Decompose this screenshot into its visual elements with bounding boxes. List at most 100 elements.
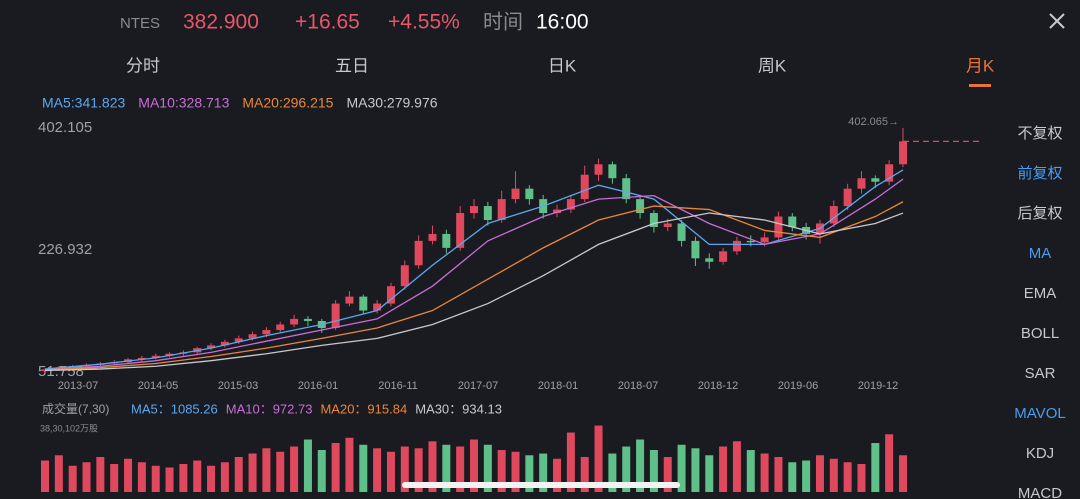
volume-bar [234, 457, 243, 492]
candle-body [677, 223, 686, 241]
x-tick-label: 2013-07 [58, 380, 98, 392]
candle-body [788, 216, 797, 227]
volume-bar [54, 455, 63, 492]
volume-bar [525, 455, 534, 492]
tab[interactable]: 分时 [126, 56, 160, 75]
side-menu-item[interactable]: 不复权 [1017, 124, 1062, 142]
candle-body [636, 199, 645, 214]
volume-bar [899, 455, 907, 492]
volume-bar [470, 439, 478, 492]
volume-bar [262, 448, 271, 492]
ma-label: MA5:341.823 [42, 95, 125, 111]
tab[interactable]: 月K [966, 56, 995, 75]
volume-bar [829, 458, 838, 492]
candle-body [580, 174, 589, 200]
candle-body [290, 318, 299, 325]
volume-bar [428, 441, 437, 492]
volume-title: 成交量(7,30) [42, 401, 109, 416]
x-tick-label: 2018-07 [618, 380, 658, 392]
volume-bar [151, 465, 160, 492]
candle-body [566, 199, 575, 210]
volume-bar [400, 446, 409, 492]
volume-bar [622, 446, 631, 492]
volume-bar [843, 462, 852, 492]
volume-bar [96, 457, 105, 492]
side-menu-item[interactable]: 前复权 [1017, 164, 1062, 182]
ma-line [44, 212, 904, 372]
side-menu-item[interactable]: 后复权 [1017, 204, 1062, 222]
volume-bar [705, 455, 714, 492]
tab[interactable]: 五日 [335, 56, 369, 75]
tab[interactable]: 周K [758, 56, 787, 75]
side-menu-item[interactable]: MAVOL [1014, 405, 1065, 422]
volume-bar [165, 467, 174, 492]
volume-bar [649, 450, 658, 492]
side-menu-item[interactable]: SAR [1025, 365, 1056, 382]
candle-body [497, 199, 506, 221]
side-menu-item[interactable]: MACD [1018, 485, 1062, 499]
candle-body [899, 141, 907, 165]
close-button[interactable] [1049, 13, 1065, 29]
candle-body [594, 164, 603, 175]
candle-body [511, 188, 520, 200]
volume-bar [41, 460, 49, 492]
x-tick-label: 2019-06 [778, 380, 818, 392]
home-indicator [402, 482, 680, 488]
x-tick-label: 2017-07 [458, 380, 498, 392]
volume-bar [303, 439, 312, 492]
candle-body [608, 164, 617, 179]
volume-bar [732, 441, 741, 492]
side-menu-item[interactable]: MA [1029, 245, 1052, 262]
y-tick-label: 226.932 [38, 241, 92, 258]
volume-bar [456, 446, 465, 492]
volume-bar [317, 450, 326, 492]
volume-bar [636, 439, 645, 492]
volume-bar [815, 455, 824, 492]
y-tick-label: 402.105 [38, 119, 92, 136]
volume-bar [746, 450, 755, 492]
volume-bar [663, 457, 672, 492]
volume-bar [483, 444, 492, 492]
candle-body [151, 355, 160, 358]
x-tick-label: 2016-11 [378, 380, 418, 392]
candle-body [719, 251, 728, 262]
change: +16.65 [295, 11, 360, 34]
volume-bar [137, 462, 146, 492]
volume-bar [553, 458, 562, 492]
volume-ma-label: MA30：934.13 [415, 401, 502, 416]
candle-body [331, 303, 340, 328]
volume-bar [774, 457, 783, 492]
candle-body [359, 296, 368, 311]
ma-label: MA30:279.976 [346, 95, 437, 111]
x-tick-label: 2014-05 [138, 380, 178, 392]
side-menu-item[interactable]: EMA [1024, 285, 1057, 302]
volume-bar [857, 464, 866, 492]
ma-line [44, 178, 904, 371]
candle-body [442, 233, 451, 248]
candle-body [483, 206, 492, 221]
volume-bar [566, 432, 575, 492]
candle-body [857, 178, 866, 189]
candle-body [456, 213, 465, 248]
volume-bar [331, 443, 340, 492]
volume-bar [345, 437, 354, 492]
candle-body [760, 237, 769, 243]
volume-bar [414, 448, 423, 492]
max-label: 402.065→ [848, 116, 899, 128]
x-tick-label: 2016-01 [298, 380, 338, 392]
volume-bar [608, 453, 617, 492]
volume-bar [691, 448, 700, 492]
side-menu-item[interactable]: KDJ [1026, 445, 1054, 462]
tab[interactable]: 日K [548, 56, 577, 75]
volume-bar [885, 434, 894, 492]
x-tick-label: 2015-03 [218, 380, 258, 392]
volume-bar [373, 448, 382, 492]
side-menu-item[interactable]: BOLL [1021, 325, 1059, 342]
candle-body [705, 258, 714, 262]
volume-bar [110, 464, 119, 492]
volume-bar [497, 450, 506, 492]
volume-bar [802, 460, 811, 492]
price: 382.900 [183, 11, 259, 34]
volume-bar [677, 444, 686, 492]
